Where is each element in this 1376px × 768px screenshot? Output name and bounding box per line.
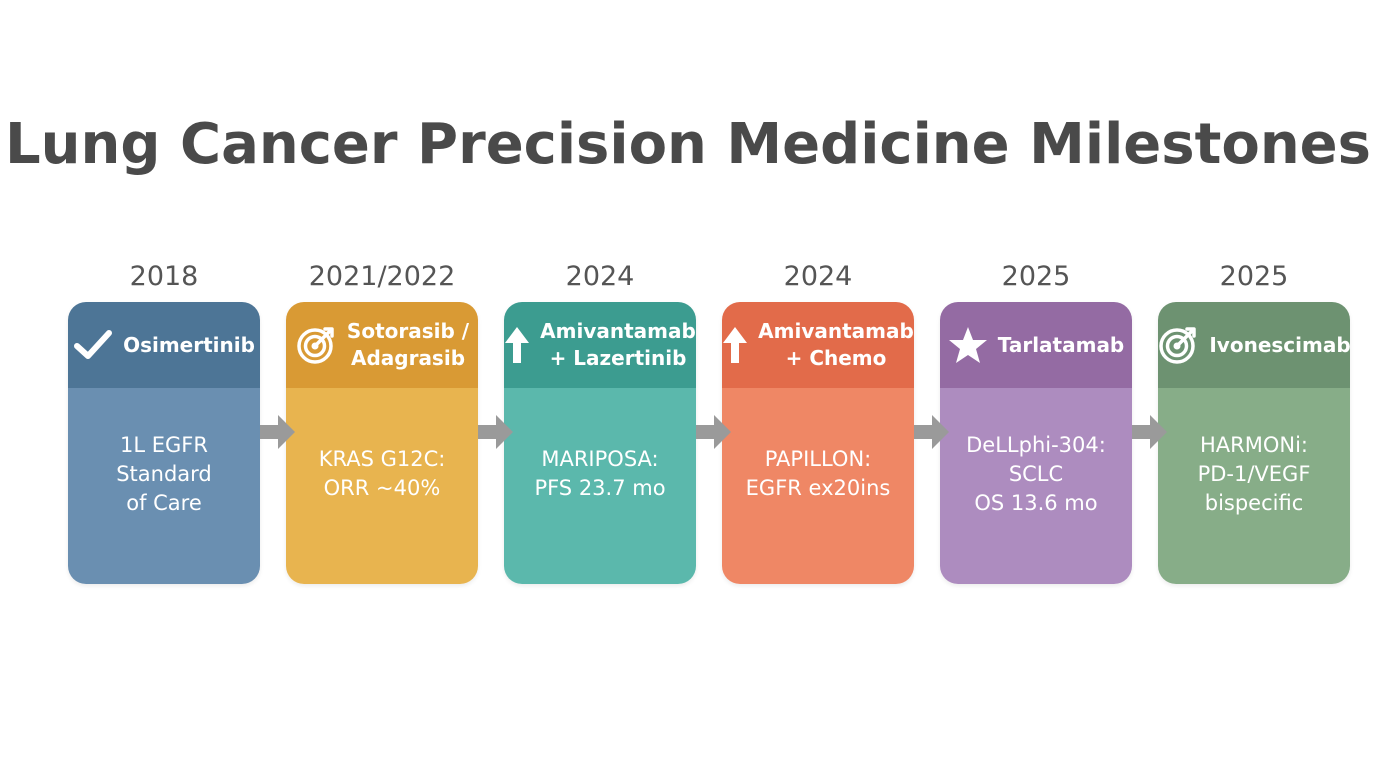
milestone-5: 2025 Tarlatamab DeLLphi-304: SCLC OS 13.6 …: [940, 262, 1132, 584]
card-header: Amivantamab + Chemo: [722, 302, 914, 388]
milestone-card: Osimertinib 1L EGFR Standard of Care: [68, 302, 260, 584]
milestone-year: 2024: [565, 261, 635, 292]
milestone-card: Ivonescimab HARMONi: PD-1/VEGF bispecific: [1158, 302, 1350, 584]
connector-arrow-icon: [696, 412, 732, 452]
milestone-year: 2018: [129, 261, 199, 292]
card-body: MARIPOSA: PFS 23.7 mo: [504, 388, 696, 584]
card-header: Osimertinib: [68, 302, 260, 388]
target-icon: [295, 324, 337, 366]
milestone-1: 2018 Osimertinib 1L EGFR Standard of Care: [68, 262, 260, 584]
card-body: HARMONi: PD-1/VEGF bispecific: [1158, 388, 1350, 584]
milestone-3: 2024 Amivantamab + Lazertinib MARIPOSA: PF…: [504, 262, 696, 584]
milestone-detail: PAPILLON: EGFR ex20ins: [745, 447, 891, 500]
milestone-6: 2025 Ivonescimab HARMONi: PD-1/VEGF bispec…: [1158, 262, 1350, 584]
card-body: 1L EGFR Standard of Care: [68, 388, 260, 584]
card-header: Sotorasib / Adagrasib: [286, 302, 478, 388]
drug-name: Amivantamab + Chemo: [758, 319, 914, 370]
target-icon: [1158, 324, 1199, 366]
milestone-4: 2024 Amivantamab + Chemo PAPILLON: EGFR ex…: [722, 262, 914, 584]
card-header: Amivantamab + Lazertinib: [504, 302, 696, 388]
drug-name: Ivonescimab: [1209, 332, 1350, 357]
page-title: Lung Cancer Precision Medicine Milestone…: [4, 112, 1371, 177]
milestone-detail: KRAS G12C: ORR ~40%: [318, 447, 446, 500]
drug-name: Amivantamab + Lazertinib: [540, 319, 696, 370]
check-icon: [73, 328, 113, 362]
connector-arrow-icon: [478, 412, 514, 452]
milestone-detail: DeLLphi-304: SCLC OS 13.6 mo: [966, 432, 1106, 515]
drug-name: Osimertinib: [123, 332, 255, 357]
milestone-detail: HARMONi: PD-1/VEGF bispecific: [1197, 432, 1311, 515]
milestone-detail: 1L EGFR Standard of Care: [116, 432, 212, 515]
milestone-year: 2025: [1001, 261, 1071, 292]
card-body: DeLLphi-304: SCLC OS 13.6 mo: [940, 388, 1132, 584]
card-header: Tarlatamab: [940, 302, 1132, 388]
milestone-card: Amivantamab + Lazertinib MARIPOSA: PFS 23…: [504, 302, 696, 584]
milestone-year: 2025: [1219, 261, 1289, 292]
arrow-up-icon: [504, 325, 530, 365]
milestone-card: Sotorasib / Adagrasib KRAS G12C: ORR ~40%: [286, 302, 478, 584]
connector-arrow-icon: [260, 412, 296, 452]
arrow-up-icon: [722, 325, 748, 365]
drug-name: Tarlatamab: [997, 332, 1125, 357]
card-body: KRAS G12C: ORR ~40%: [286, 388, 478, 584]
connector-arrow-icon: [914, 412, 950, 452]
milestone-detail: MARIPOSA: PFS 23.7 mo: [534, 447, 666, 500]
connector-arrow-icon: [1132, 412, 1168, 452]
drug-name: Sotorasib / Adagrasib: [346, 319, 470, 370]
milestone-card: Tarlatamab DeLLphi-304: SCLC OS 13.6 mo: [940, 302, 1132, 584]
milestone-year: 2021/2022: [308, 261, 456, 292]
milestone-year: 2024: [783, 261, 853, 292]
milestone-card: Amivantamab + Chemo PAPILLON: EGFR ex20in…: [722, 302, 914, 584]
milestone-2: 2021/2022 Sotorasib / Adagrasib KRAS G12C:…: [286, 262, 478, 584]
star-icon: [948, 326, 988, 364]
card-header: Ivonescimab: [1158, 302, 1350, 388]
card-body: PAPILLON: EGFR ex20ins: [722, 388, 914, 584]
